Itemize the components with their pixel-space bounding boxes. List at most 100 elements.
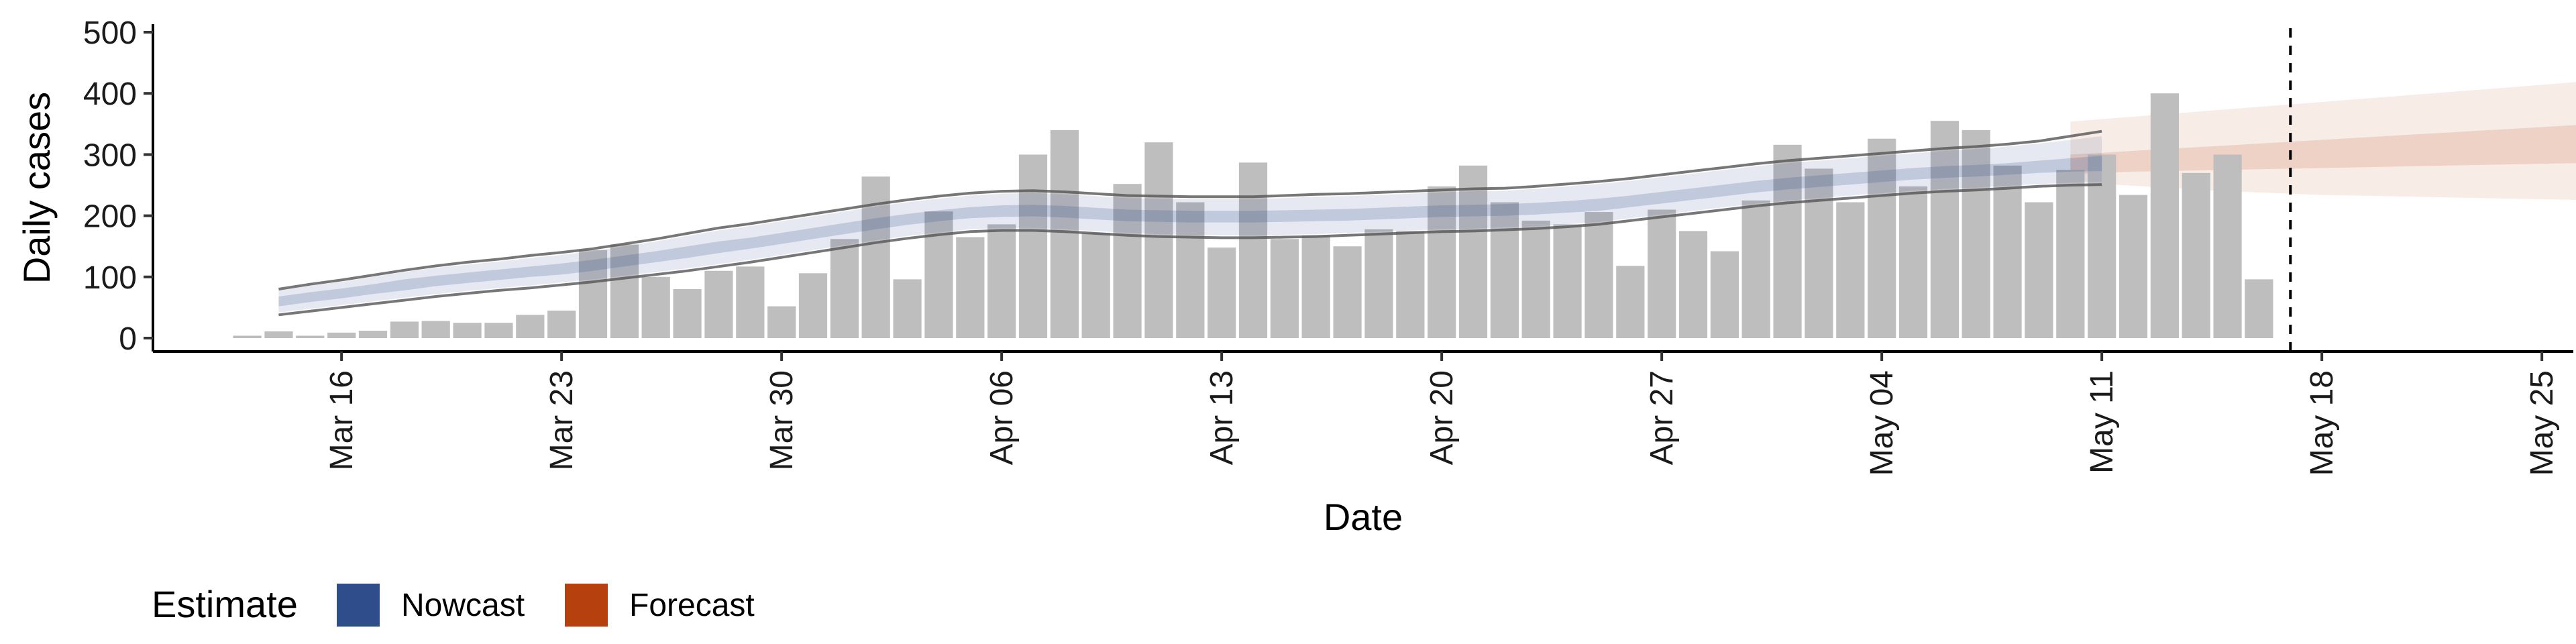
bar xyxy=(1553,224,1582,338)
bar xyxy=(893,279,922,338)
x-tick-label: Apr 27 xyxy=(1644,370,1680,465)
bar xyxy=(1396,231,1425,338)
bar xyxy=(1868,138,1896,338)
y-tick-label: 500 xyxy=(83,15,137,51)
bar xyxy=(1585,212,1613,338)
bar xyxy=(673,289,702,338)
bar xyxy=(1238,162,1268,339)
x-tick-label: Mar 16 xyxy=(324,370,360,470)
bar xyxy=(2150,93,2179,338)
bar xyxy=(421,321,450,338)
bar xyxy=(264,331,293,338)
forecast-ci90-band xyxy=(2070,82,2576,200)
bar xyxy=(1050,129,1079,338)
bar xyxy=(1428,186,1456,338)
bar xyxy=(296,335,325,338)
bar xyxy=(1113,184,1142,338)
bar xyxy=(641,276,670,338)
bar xyxy=(1741,200,1770,338)
bar xyxy=(1458,165,1488,339)
bar xyxy=(358,331,388,338)
bar xyxy=(1208,248,1236,338)
axes-layer xyxy=(152,24,2573,353)
bar xyxy=(1081,233,1110,338)
bar xyxy=(2182,172,2210,338)
bar xyxy=(516,315,545,338)
bar xyxy=(1805,168,1833,338)
bar xyxy=(233,335,262,338)
bar xyxy=(578,250,608,338)
x-tick-label: Apr 06 xyxy=(984,370,1020,465)
forecast-ci50-band xyxy=(2070,125,2576,174)
bar xyxy=(1678,231,1708,338)
bar xyxy=(830,239,859,338)
bar xyxy=(1364,229,1393,338)
nowcast-ci90-band xyxy=(278,136,2102,313)
bar xyxy=(2025,202,2053,338)
bar xyxy=(547,311,576,338)
bar xyxy=(1648,209,1676,338)
bar xyxy=(1301,235,1330,338)
x-tick-label: May 18 xyxy=(2304,370,2340,476)
bar xyxy=(2245,279,2273,338)
y-tick-label: 100 xyxy=(83,260,137,296)
bar xyxy=(1773,144,1802,339)
x-tick-label: Apr 20 xyxy=(1424,370,1460,465)
legend-swatch-forecast xyxy=(565,584,608,627)
bar xyxy=(1616,266,1645,338)
x-tick-label: Apr 13 xyxy=(1204,370,1240,465)
x-axis-title: Date xyxy=(1324,496,1403,538)
bar xyxy=(704,270,733,338)
x-ticks: Mar 16 Mar 23 Mar 30 Apr 06 Apr 13 Apr 20 Apr … xyxy=(324,352,2560,476)
bar xyxy=(327,332,356,338)
legend-swatch-nowcast xyxy=(337,584,380,627)
bar xyxy=(1710,251,1739,338)
bar xyxy=(1176,202,1205,338)
bar xyxy=(1962,129,1990,338)
bar xyxy=(1836,202,1865,338)
x-tick-label: Mar 23 xyxy=(544,370,580,470)
legend: Estimate Nowcast Forecast xyxy=(152,583,755,627)
nowcast-layer xyxy=(278,129,2102,317)
bar xyxy=(1018,154,1048,338)
y-ticks: 0 100 200 300 400 500 xyxy=(83,15,153,357)
legend-label-forecast: Forecast xyxy=(629,588,755,623)
bar xyxy=(1490,202,1519,338)
nowcast-ci50-band xyxy=(278,156,2102,307)
y-tick-label: 200 xyxy=(83,199,137,235)
bar xyxy=(987,224,1016,338)
bar xyxy=(1270,239,1299,338)
bar xyxy=(390,321,419,338)
bar xyxy=(1930,121,1959,338)
bar xyxy=(1898,186,1928,338)
bar xyxy=(1993,165,2022,339)
bar xyxy=(610,244,639,338)
x-tick-label: May 04 xyxy=(1864,370,1900,476)
bar xyxy=(956,237,985,338)
y-tick-label: 300 xyxy=(83,138,137,173)
x-tick-label: May 25 xyxy=(2524,370,2560,476)
y-axis-title: Daily cases xyxy=(15,92,58,284)
x-tick-label: May 11 xyxy=(2084,370,2120,474)
bar xyxy=(2118,195,2148,338)
bar xyxy=(767,306,796,338)
bar xyxy=(861,176,890,338)
y-tick-label: 0 xyxy=(119,321,137,357)
nowcast-lower-line xyxy=(278,183,2102,317)
bar xyxy=(484,323,513,338)
bar xyxy=(1144,142,1173,338)
bar xyxy=(798,273,828,338)
nowcast-upper-line xyxy=(278,129,2102,290)
bar xyxy=(2213,154,2242,338)
x-tick-label: Mar 30 xyxy=(764,370,800,470)
bar xyxy=(736,266,765,338)
legend-title: Estimate xyxy=(152,583,298,625)
legend-label-nowcast: Nowcast xyxy=(401,588,525,623)
y-tick-label: 400 xyxy=(83,76,137,112)
bar xyxy=(453,323,482,338)
bar xyxy=(2056,170,2085,338)
bars-layer xyxy=(233,93,2273,339)
bar xyxy=(1333,246,1362,338)
